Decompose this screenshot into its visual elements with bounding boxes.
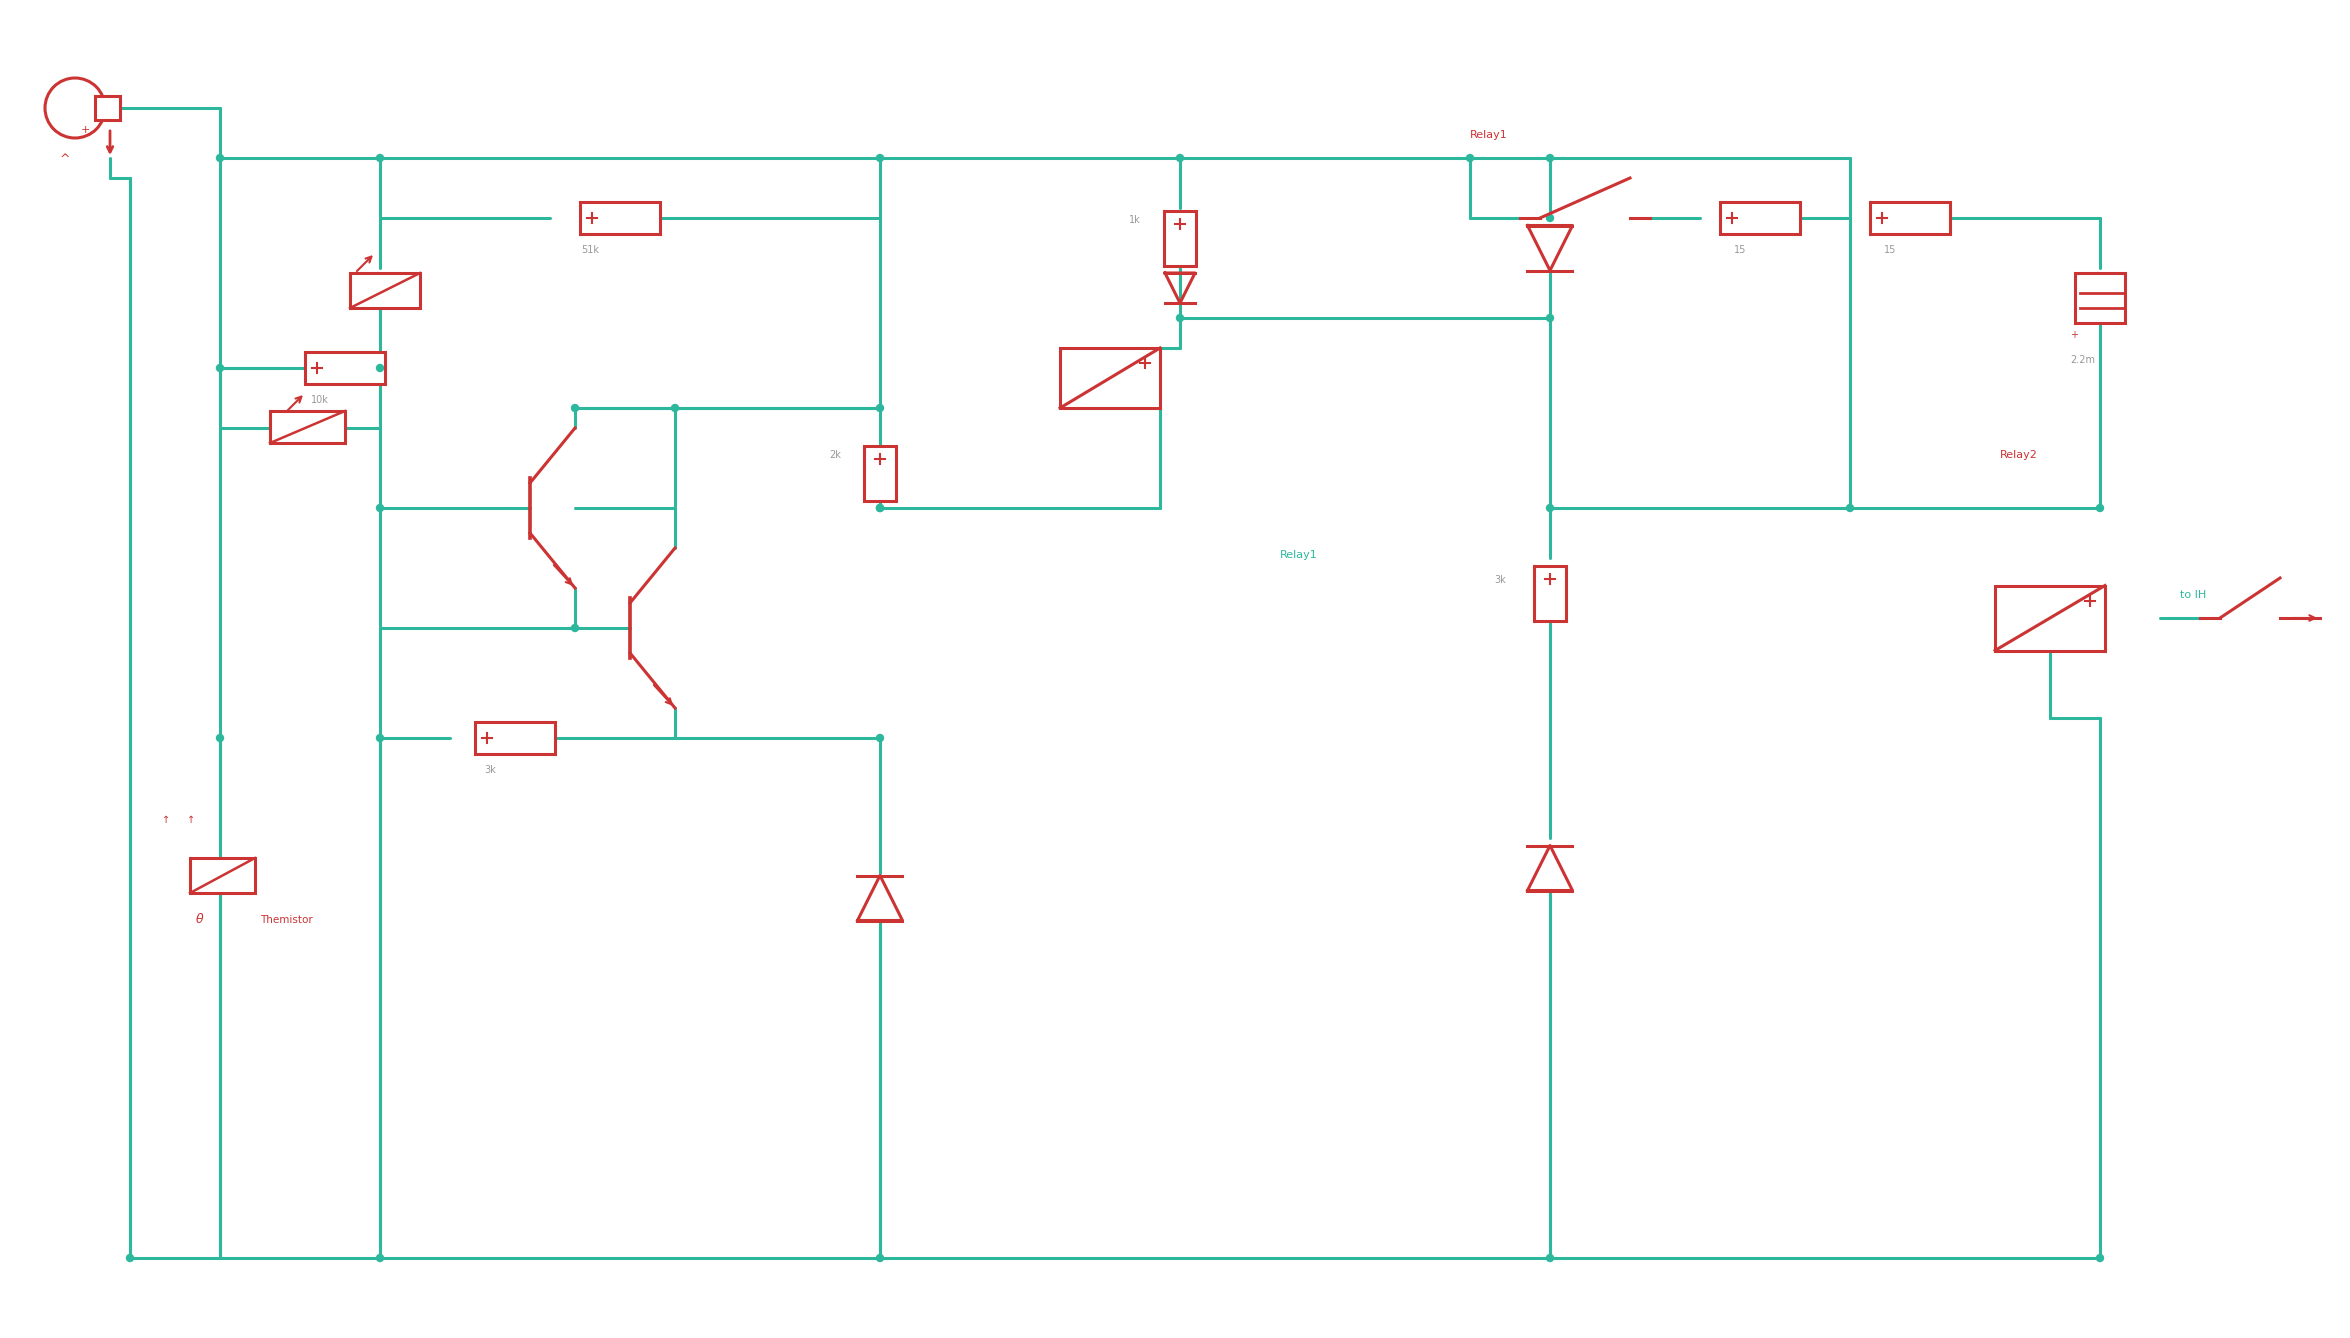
Bar bbox=[865, 446, 895, 500]
Text: to IH: to IH bbox=[2181, 590, 2207, 599]
Circle shape bbox=[376, 364, 383, 372]
Bar bbox=[1535, 566, 1565, 621]
Circle shape bbox=[877, 504, 884, 511]
Text: $\uparrow$: $\uparrow$ bbox=[160, 814, 169, 826]
Text: 1k: 1k bbox=[1128, 215, 1140, 225]
Circle shape bbox=[877, 404, 884, 412]
Circle shape bbox=[1546, 154, 1553, 162]
Bar bbox=[1060, 348, 1161, 408]
Text: 15: 15 bbox=[1734, 245, 1746, 256]
Circle shape bbox=[216, 735, 223, 741]
Circle shape bbox=[376, 1255, 383, 1262]
Bar bbox=[350, 273, 421, 308]
Circle shape bbox=[1546, 504, 1553, 511]
Text: Relay2: Relay2 bbox=[2000, 450, 2037, 460]
Circle shape bbox=[216, 154, 223, 162]
Bar bbox=[94, 96, 120, 120]
Circle shape bbox=[2096, 504, 2103, 511]
Circle shape bbox=[1546, 214, 1553, 222]
Bar bbox=[1995, 586, 2106, 650]
Circle shape bbox=[1177, 154, 1184, 162]
Circle shape bbox=[877, 504, 884, 511]
Text: 3k: 3k bbox=[1495, 575, 1506, 585]
Circle shape bbox=[571, 404, 578, 412]
Bar bbox=[1163, 210, 1196, 265]
Bar bbox=[306, 352, 385, 384]
Text: 15: 15 bbox=[1885, 245, 1896, 256]
Bar bbox=[475, 723, 555, 755]
Circle shape bbox=[1546, 1255, 1553, 1262]
Bar bbox=[1720, 202, 1800, 234]
Circle shape bbox=[216, 364, 223, 372]
Circle shape bbox=[127, 1255, 134, 1262]
Text: +: + bbox=[2070, 330, 2077, 340]
Bar bbox=[190, 858, 256, 892]
Circle shape bbox=[376, 154, 383, 162]
Text: +: + bbox=[80, 124, 89, 135]
Circle shape bbox=[571, 625, 578, 632]
Circle shape bbox=[2096, 1255, 2103, 1262]
Text: 3k: 3k bbox=[484, 765, 496, 775]
Text: 2k: 2k bbox=[830, 450, 841, 460]
Circle shape bbox=[1466, 154, 1473, 162]
Circle shape bbox=[877, 1255, 884, 1262]
Bar bbox=[1871, 202, 1950, 234]
Circle shape bbox=[1546, 314, 1553, 321]
Text: Themistor: Themistor bbox=[261, 915, 313, 925]
Text: ^: ^ bbox=[59, 153, 70, 166]
Circle shape bbox=[376, 735, 383, 741]
Bar bbox=[2075, 273, 2124, 322]
Circle shape bbox=[1847, 504, 1854, 511]
Text: $\uparrow$: $\uparrow$ bbox=[186, 814, 195, 826]
Circle shape bbox=[1177, 314, 1184, 321]
Circle shape bbox=[376, 504, 383, 511]
Bar bbox=[580, 202, 660, 234]
Bar bbox=[270, 411, 345, 443]
Text: 51k: 51k bbox=[580, 245, 599, 256]
Circle shape bbox=[877, 154, 884, 162]
Text: Relay1: Relay1 bbox=[1281, 550, 1318, 561]
Circle shape bbox=[877, 735, 884, 741]
Text: Relay1: Relay1 bbox=[1471, 130, 1509, 140]
Circle shape bbox=[672, 404, 679, 412]
Text: 2.2m: 2.2m bbox=[2070, 355, 2094, 365]
Text: 10k: 10k bbox=[310, 395, 329, 405]
Text: $\theta$: $\theta$ bbox=[195, 913, 204, 926]
